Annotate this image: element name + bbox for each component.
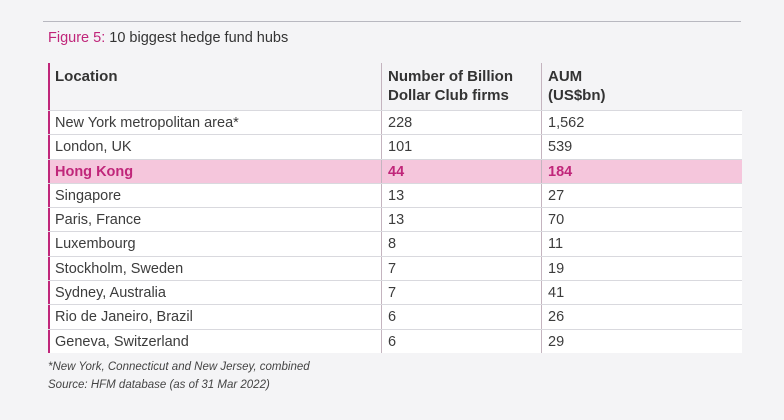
cell-aum: 29: [541, 329, 742, 354]
cell-firms: 7: [381, 281, 541, 305]
cell-aum: 41: [541, 281, 742, 305]
cell-aum: 26: [541, 305, 742, 329]
cell-aum: 1,562: [541, 111, 742, 135]
table-row: Sydney, Australia 7 41: [48, 280, 742, 305]
cell-location: Paris, France: [48, 208, 381, 232]
table-row: London, UK 101 539: [48, 134, 742, 159]
cell-aum: 184: [541, 159, 742, 184]
cell-firms: 6: [381, 305, 541, 329]
footnotes: *New York, Connecticut and New Jersey, c…: [48, 359, 310, 394]
cell-location: Luxembourg: [48, 232, 381, 257]
table-header: Location Number of Billion Dollar Club f…: [48, 63, 742, 110]
header-location-label: Location: [55, 68, 118, 85]
cell-location: Sydney, Australia: [48, 281, 381, 305]
header-firms-line1: Number of Billion: [388, 68, 513, 85]
cell-firms: 44: [381, 159, 541, 184]
cell-firms: 8: [381, 232, 541, 257]
cell-firms: 101: [381, 135, 541, 159]
figure-title: Figure 5: 10 biggest hedge fund hubs: [48, 30, 288, 46]
top-divider: [43, 21, 741, 22]
cell-aum: 19: [541, 256, 742, 281]
table-row: Rio de Janeiro, Brazil 6 26: [48, 304, 742, 329]
cell-firms: 6: [381, 329, 541, 354]
hubs-table: Location Number of Billion Dollar Club f…: [48, 63, 742, 354]
cell-aum: 539: [541, 135, 742, 159]
table-row: New York metropolitan area* 228 1,562: [48, 110, 742, 135]
figure-label: Figure 5:: [48, 30, 106, 46]
cell-location: Hong Kong: [48, 159, 381, 184]
table-body: New York metropolitan area* 228 1,562 Londo…: [48, 110, 742, 354]
figure-title-text: 10 biggest hedge fund hubs: [109, 30, 289, 46]
cell-firms: 13: [381, 208, 541, 232]
footnote-note: *New York, Connecticut and New Jersey, c…: [48, 361, 310, 373]
cell-firms: 228: [381, 111, 541, 135]
table-row: Geneva, Switzerland 6 29: [48, 328, 742, 354]
cell-aum: 70: [541, 208, 742, 232]
header-firms-line2: Dollar Club firms: [388, 87, 509, 104]
cell-location: Singapore: [48, 183, 381, 208]
table-row: Paris, France 13 70: [48, 207, 742, 232]
header-location: Location: [48, 63, 381, 110]
cell-location: New York metropolitan area*: [48, 111, 381, 135]
footnote-source: Source: HFM database (as of 31 Mar 2022): [48, 378, 270, 391]
table-row: Hong Kong 44 184: [48, 158, 742, 184]
cell-location: London, UK: [48, 135, 381, 159]
cell-location: Rio de Janeiro, Brazil: [48, 305, 381, 329]
table-row: Luxembourg 8 11: [48, 231, 742, 257]
cell-firms: 13: [381, 183, 541, 208]
cell-firms: 7: [381, 256, 541, 281]
cell-location: Stockholm, Sweden: [48, 256, 381, 281]
cell-location: Geneva, Switzerland: [48, 329, 381, 354]
cell-aum: 27: [541, 183, 742, 208]
header-aum-line2: (US$bn): [548, 87, 606, 104]
header-firms: Number of Billion Dollar Club firms: [381, 63, 541, 110]
table-row: Singapore 13 27: [48, 182, 742, 208]
cell-aum: 11: [541, 232, 742, 257]
table-row: Stockholm, Sweden 7 19: [48, 255, 742, 281]
header-aum: AUM (US$bn): [541, 63, 742, 110]
header-aum-line1: AUM: [548, 68, 583, 85]
